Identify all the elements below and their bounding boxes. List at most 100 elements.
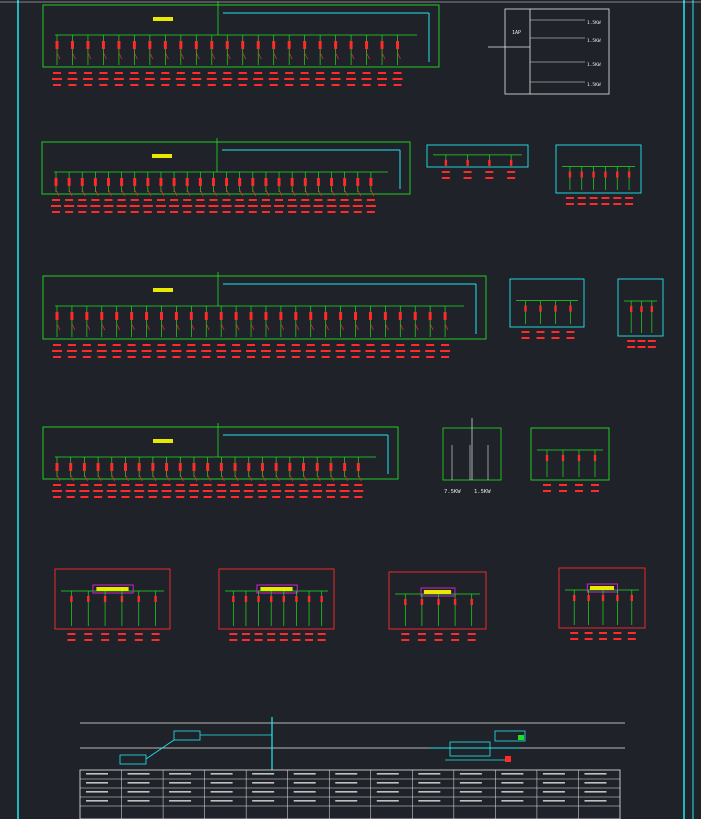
circuit-breaker: [247, 172, 258, 213]
circuit-breaker: [591, 450, 599, 492]
circuit-breaker: [339, 172, 350, 213]
table-cell-text: [169, 773, 192, 775]
circuit-breaker: [66, 306, 77, 358]
table-cell-text: [252, 773, 275, 775]
table-cell-text: [86, 773, 108, 775]
circuit-breaker: [188, 457, 199, 498]
circuit-breaker: [96, 306, 107, 358]
circuit-breaker: [570, 590, 579, 640]
circuit-breaker: [201, 306, 212, 358]
circuit-breaker: [625, 166, 634, 205]
circuit-breaker: [395, 306, 406, 358]
table-cell-text: [252, 791, 275, 793]
circuit-breaker: [103, 172, 114, 213]
circuit-breaker: [111, 306, 122, 358]
circuit-breaker: [275, 306, 286, 358]
circuit-breaker: [271, 457, 282, 498]
source-label: 1AP: [512, 30, 521, 36]
circuit-breaker: [175, 457, 186, 498]
table-cell-text: [376, 791, 399, 793]
circuit-breaker: [313, 172, 324, 213]
circuit-breaker: [98, 35, 109, 86]
motor-load-2: 1.5KW: [474, 489, 491, 495]
circuit-breaker: [284, 35, 295, 86]
small-panel: [617, 278, 664, 348]
table-cell-text: [210, 782, 233, 784]
circuit-breaker: [113, 35, 124, 86]
load-label-3: 1.5KW: [587, 62, 601, 68]
circuit-breaker: [627, 301, 636, 348]
circuit-breaker: [298, 457, 309, 498]
circuit-breaker: [208, 172, 219, 213]
table-cell-text: [376, 800, 399, 802]
circuit-breaker: [274, 172, 285, 213]
circuit-breaker: [577, 166, 586, 205]
circuit-breaker: [613, 590, 622, 640]
circuit-breaker: [67, 591, 76, 641]
circuit-breaker: [151, 591, 160, 641]
circuit-breaker: [216, 457, 227, 498]
table-cell-text: [584, 800, 607, 802]
circuit-breaker: [186, 306, 197, 358]
table-cell-text: [169, 782, 192, 784]
small-panel: [426, 144, 529, 179]
circuit-breaker: [195, 172, 206, 213]
circuit-breaker: [599, 590, 607, 640]
top-right-schedule-box: 1AP 1.5KW 1.5KW 1.5KW 1.5KW: [488, 8, 610, 95]
circuit-breaker: [106, 457, 117, 498]
circuit-breaker: [206, 35, 217, 86]
panel-3AL1: [42, 272, 487, 358]
circuit-breaker: [160, 35, 171, 86]
circuit-breaker: [65, 457, 76, 498]
circuit-breaker: [267, 591, 276, 641]
circuit-breaker: [141, 306, 152, 358]
circuit-breaker: [93, 457, 104, 498]
panel-1AL1: [42, 1, 440, 86]
circuit-breaker: [305, 306, 316, 358]
circuit-breaker: [77, 172, 88, 213]
circuit-breaker: [290, 306, 301, 358]
table-cell-text: [376, 782, 399, 784]
circuit-breaker: [51, 172, 61, 213]
circuit-breaker: [350, 306, 361, 358]
table-cell-text: [127, 791, 150, 793]
table-cell-text: [86, 800, 108, 802]
circuit-breaker: [81, 306, 92, 358]
table-cell-text: [501, 791, 524, 793]
circuit-breaker: [320, 306, 331, 358]
circuit-breaker: [144, 35, 155, 86]
distribution-panels: [41, 1, 487, 498]
small-panel: [388, 571, 487, 641]
circuit-breaker: [380, 306, 391, 358]
circuit-breaker: [120, 457, 131, 498]
circuit-breaker: [254, 591, 263, 641]
circuit-breaker: [536, 300, 545, 339]
circuit-breaker: [229, 591, 238, 641]
table-cell-text: [584, 773, 607, 775]
small-panel: [530, 427, 610, 492]
table-cell-text: [501, 782, 524, 784]
small-panel: [555, 144, 642, 205]
circuit-breaker: [326, 172, 337, 213]
circuit-breaker: [317, 591, 326, 641]
circuit-breaker: [292, 591, 301, 641]
circuit-breaker: [565, 166, 574, 205]
table-cell-text: [418, 791, 441, 793]
circuit-breaker: [566, 300, 575, 339]
circuit-breaker: [434, 594, 443, 641]
circuit-breaker: [161, 457, 172, 498]
table-cell-text: [293, 791, 316, 793]
circuit-breaker: [410, 306, 421, 358]
circuit-breaker: [253, 35, 264, 86]
circuit-breaker: [325, 457, 336, 498]
circuit-breaker: [352, 172, 363, 213]
circuit-breaker: [440, 306, 451, 358]
table-cell-text: [293, 773, 316, 775]
load-label-1: 1.5KW: [587, 20, 601, 26]
circuit-breaker: [425, 306, 436, 358]
circuit-breaker: [279, 591, 288, 641]
table-cell-text: [459, 791, 482, 793]
table-cell-text: [127, 800, 150, 802]
circuit-breaker: [243, 457, 254, 498]
